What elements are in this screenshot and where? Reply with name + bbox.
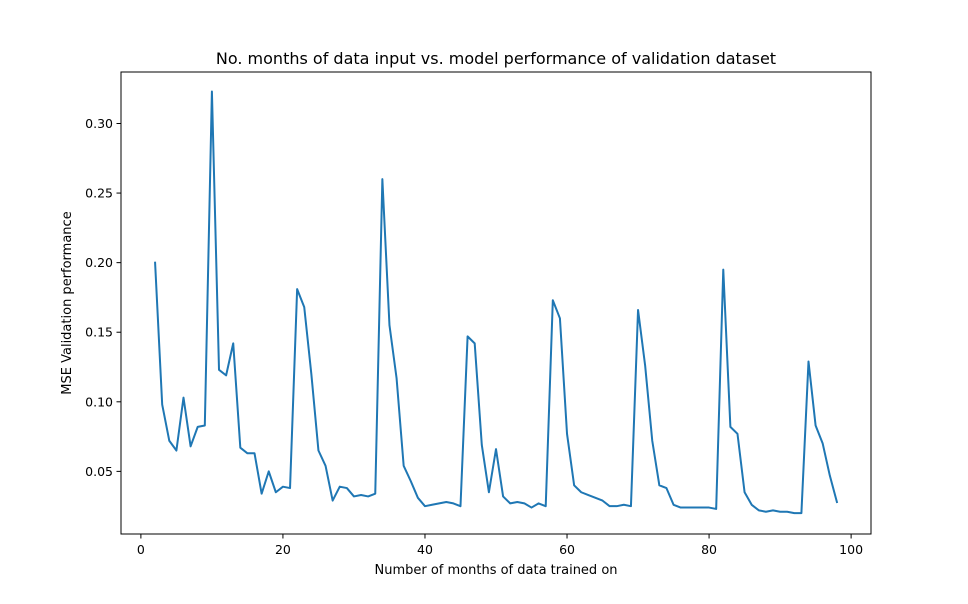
plot-frame [120, 71, 872, 535]
y-axis-label: MSE Validation performance [60, 211, 75, 394]
x-tick-label: 80 [701, 542, 717, 557]
y-tick-label: 0.15 [85, 325, 113, 340]
x-tick-label: 20 [275, 542, 291, 557]
chart-title: No. months of data input vs. model perfo… [216, 49, 776, 68]
series-line-1 [154, 90, 839, 515]
x-tick-label: 40 [417, 542, 433, 557]
y-tick-label: 0.10 [85, 394, 113, 409]
x-axis-label: Number of months of data trained on [374, 563, 617, 578]
y-tick-label: 0.25 [85, 186, 113, 201]
y-tick-label: 0.05 [85, 464, 113, 479]
x-tick-label: 100 [839, 542, 863, 557]
y-tick-label: 0.20 [85, 255, 113, 270]
x-tick-label: 0 [137, 542, 145, 557]
plot-area: 0 20 40 60 80 100 0.05 0.10 0.15 0.20 0.25 0.30 [85, 71, 872, 557]
x-tick-label: 60 [559, 542, 575, 557]
y-tick-label: 0.30 [85, 116, 113, 131]
